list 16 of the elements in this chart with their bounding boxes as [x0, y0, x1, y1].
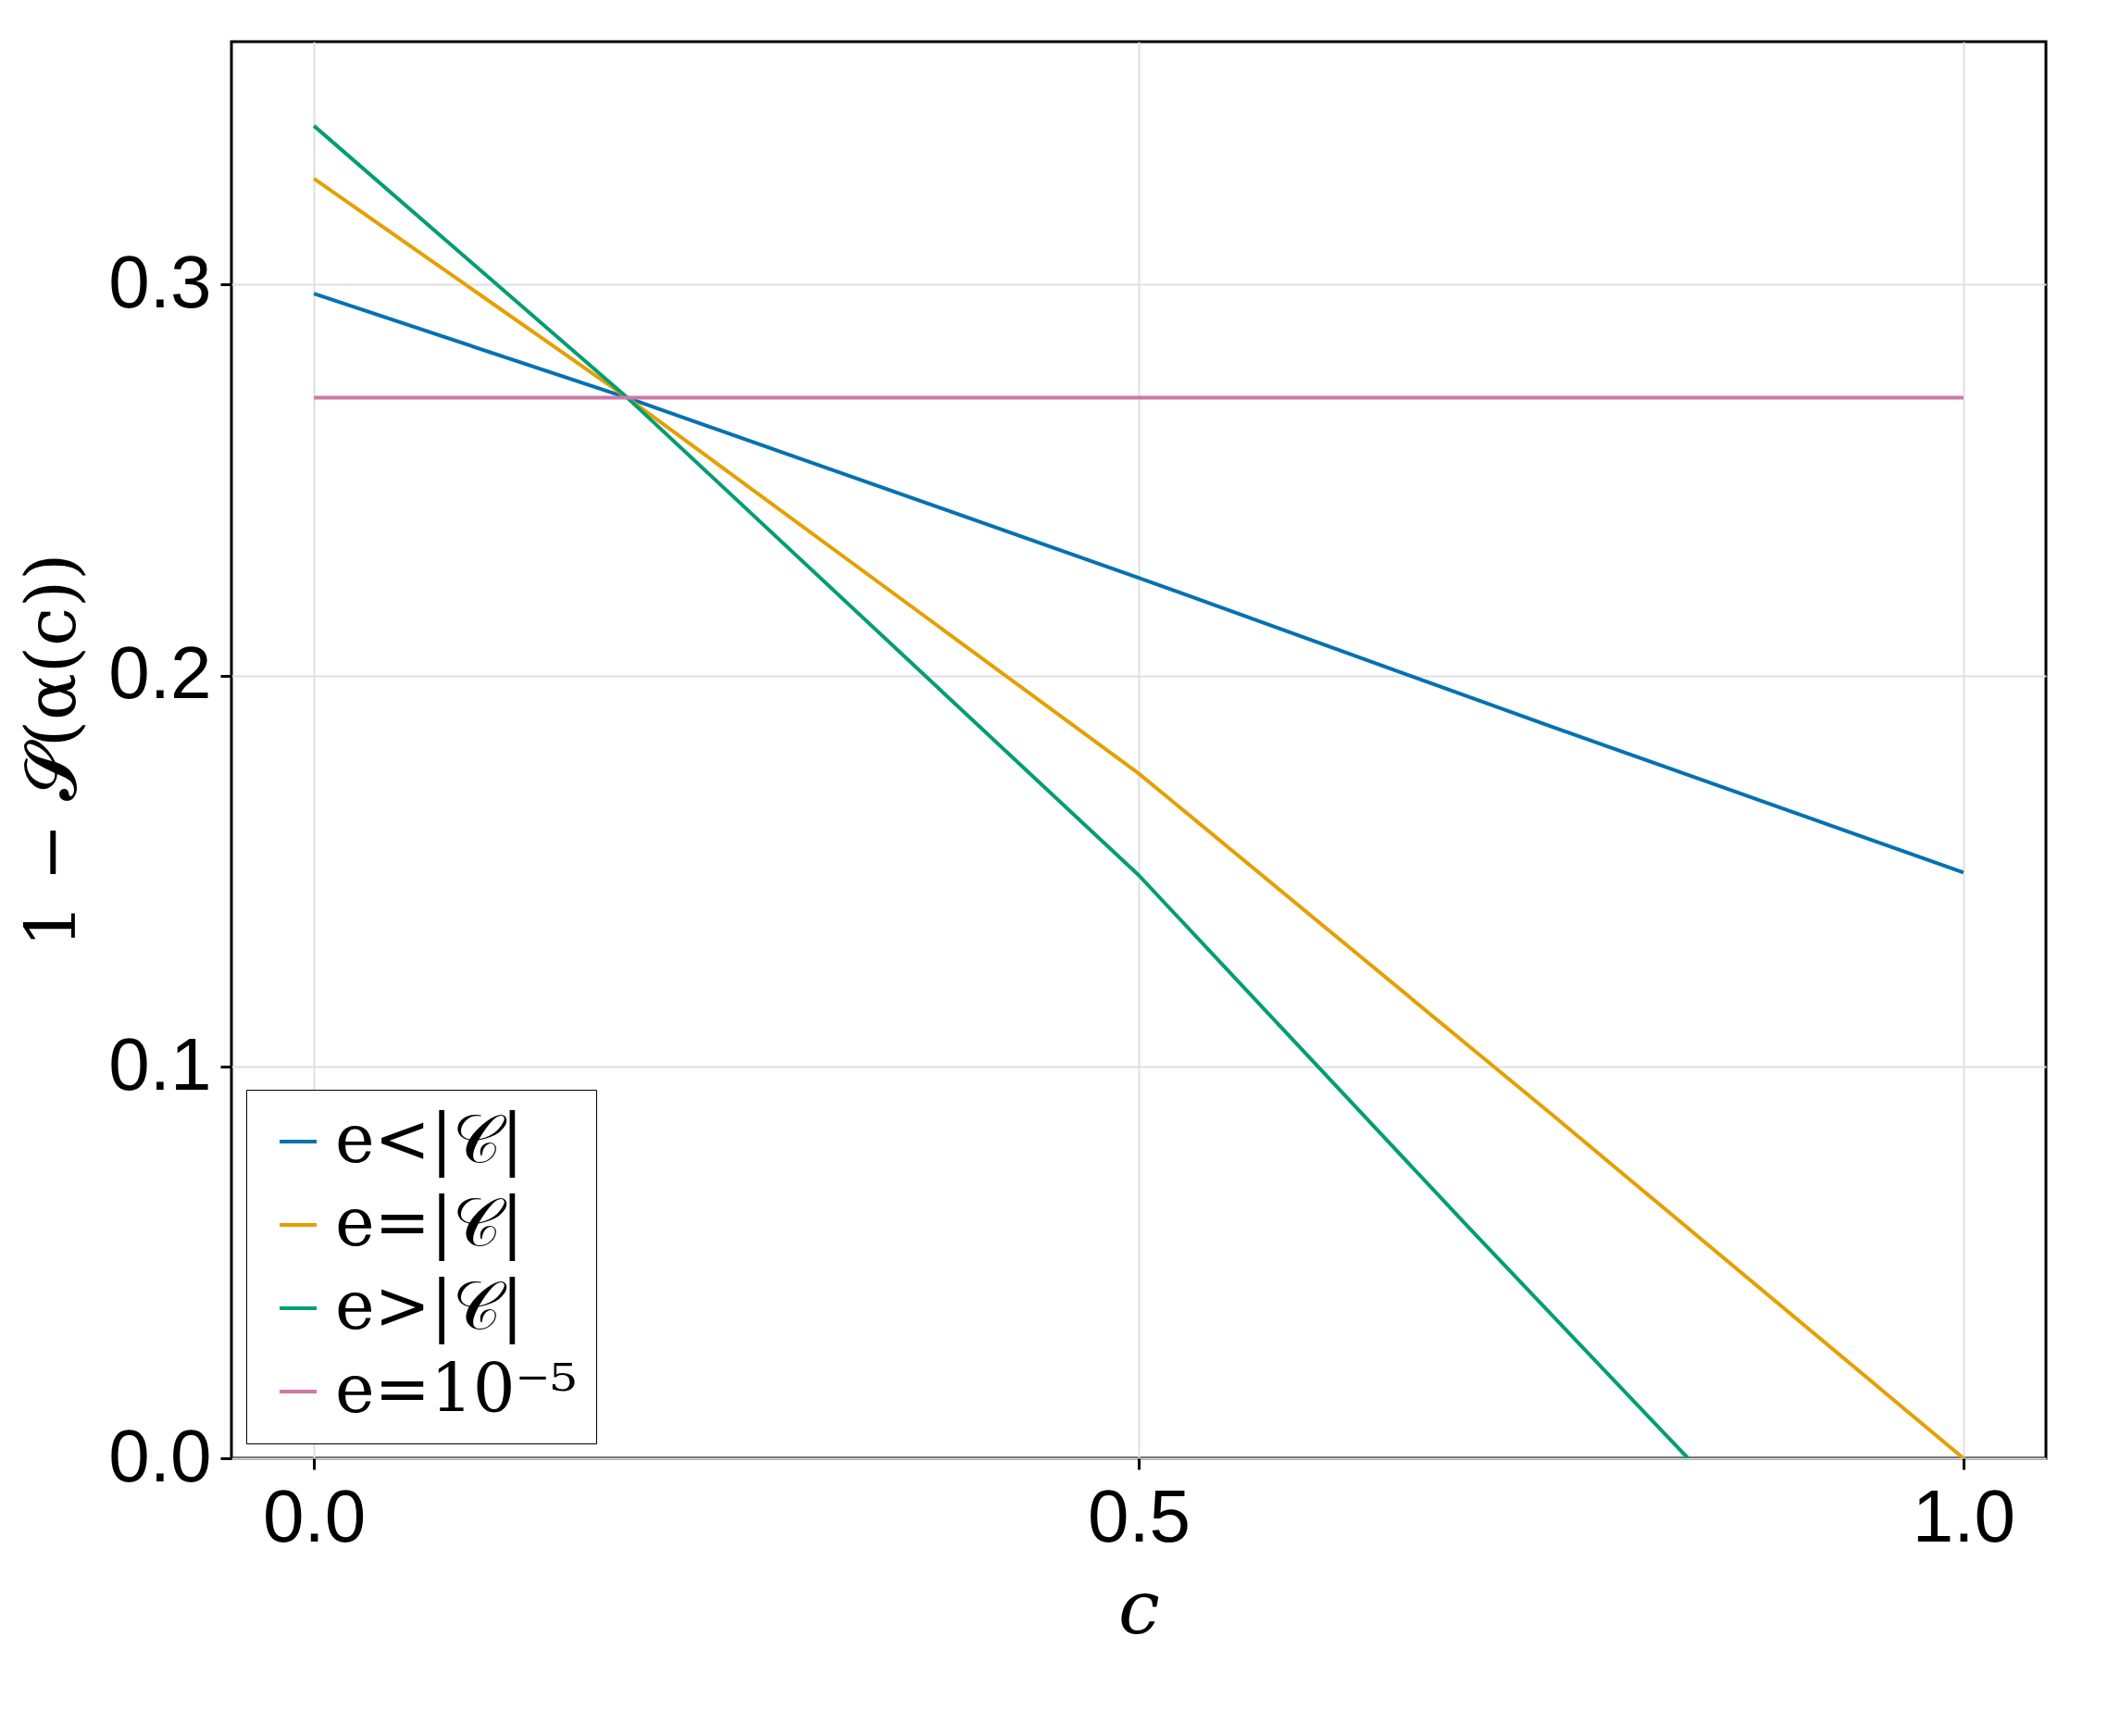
x-tick-label: 0.0	[262, 1474, 367, 1557]
x-axis-title: c	[1118, 1564, 1160, 1651]
y-tick-label: 0.3	[108, 240, 212, 323]
line-series	[312, 176, 1965, 1458]
legend-label: e=10⁻⁵	[335, 1350, 578, 1428]
y-tick-label: 0.0	[108, 1414, 212, 1497]
legend-label: e>|𝒞|	[335, 1267, 524, 1344]
x-tick-label: 0.5	[1087, 1474, 1191, 1557]
line-series	[312, 123, 1690, 1458]
y-tick-label: 0.1	[108, 1022, 212, 1105]
line-series	[312, 292, 1965, 875]
y-axis-title: 1 − 𝓢(α(c))	[10, 553, 93, 948]
legend-label: e<|𝒞|	[335, 1100, 524, 1178]
x-tick-label: 1.0	[1912, 1474, 2016, 1557]
legend-label: e=|𝒞|	[335, 1183, 524, 1261]
y-tick-label: 0.2	[108, 631, 212, 715]
